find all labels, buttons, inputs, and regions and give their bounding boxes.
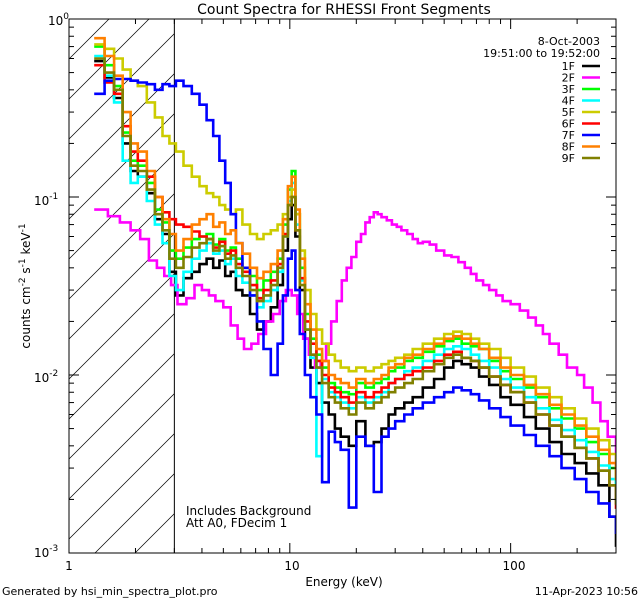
y-axis-label: counts cm-2 s-1 keV-1 (18, 223, 33, 348)
x-tick-label-100: 100 (503, 559, 526, 573)
hatch-mask (174, 19, 616, 553)
legend-label-8F: 8F (562, 141, 575, 154)
attenuator-hatched-region (69, 19, 616, 553)
note-attenuator-state: Att A0, FDecim 1 (186, 516, 287, 530)
series-layer (94, 36, 616, 547)
date-label: 8-Oct-2003 (538, 35, 600, 48)
series-line-8F (94, 36, 616, 481)
legend-label-9F: 9F (562, 152, 575, 165)
series-line-9F (94, 57, 616, 505)
legend-label-7F: 7F (562, 129, 575, 142)
hatch-line (69, 19, 230, 180)
y-tick-label-1e0: 100 (48, 12, 69, 28)
legend-label-2F: 2F (562, 72, 575, 85)
y-tick-label-1e-2: 10-2 (34, 369, 58, 385)
y-tick-label-1e-1: 10-1 (34, 192, 58, 208)
legend-label-3F: 3F (562, 83, 575, 96)
legend-label-6F: 6F (562, 118, 575, 131)
series-line-5F (94, 43, 616, 470)
legend-label-5F: 5F (562, 106, 575, 119)
hatch-line (69, 19, 350, 300)
hatch-line (69, 19, 310, 260)
hatch-line (69, 19, 270, 220)
plot-frame (68, 18, 617, 554)
y-tick-label-1e-3: 10-3 (34, 544, 58, 560)
legend-label-1F: 1F (562, 60, 575, 73)
hatch-line (69, 19, 190, 140)
x-axis-label: Energy (keV) (305, 575, 382, 589)
generated-by-footer: Generated by hsi_min_spectra_plot.pro (2, 585, 218, 598)
series-line-2F (94, 208, 616, 462)
x-tick-label-1: 1 (65, 559, 73, 573)
note-includes-background: Includes Background (186, 504, 311, 518)
series-line-7F (94, 77, 616, 534)
x-tick-label-10: 10 (284, 559, 299, 573)
axis-ticks (68, 18, 617, 554)
chart-title: Count Spectra for RHESSI Front Segments (197, 2, 491, 18)
time-range-label: 19:51:00 to 19:52:00 (483, 47, 600, 60)
legend-label-4F: 4F (562, 95, 575, 108)
timestamp-footer: 11-Apr-2023 10:56 (535, 585, 638, 598)
